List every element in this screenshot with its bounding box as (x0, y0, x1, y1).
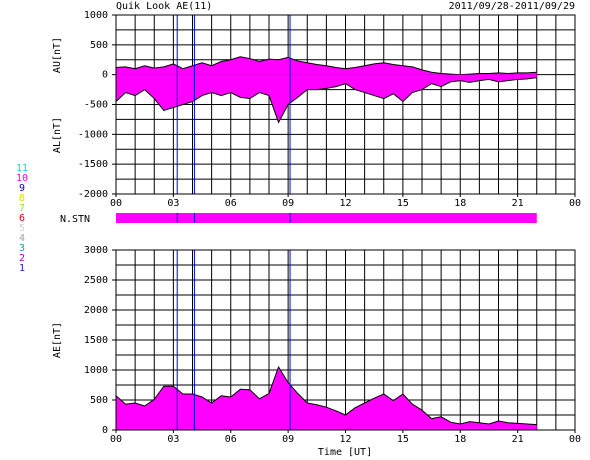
station-label: N.STN (60, 214, 90, 225)
station-number: 7 (19, 203, 25, 214)
x-tick-label: 21 (512, 434, 524, 445)
y-tick-label: -2000 (78, 189, 108, 200)
y-tick-label: 2500 (84, 275, 108, 286)
x-tick-label: 00 (110, 434, 122, 445)
station-number: 8 (19, 193, 25, 204)
y-tick-label: -1500 (78, 159, 108, 170)
x-tick-label: 03 (167, 434, 179, 445)
area-outline (115, 365, 537, 426)
y-tick-label: 500 (90, 40, 108, 51)
x-tick-label: 09 (282, 198, 294, 209)
y-tick-label: 0 (102, 425, 108, 436)
plot-frame (115, 14, 576, 195)
y-tick-label: 500 (90, 395, 108, 406)
y-tick-label: 2000 (84, 305, 108, 316)
y-tick-label: 1000 (84, 365, 108, 376)
x-tick-label: 18 (454, 198, 466, 209)
station-number: 3 (19, 243, 25, 254)
area-outline (115, 77, 537, 124)
y-tick-label: 1500 (84, 335, 108, 346)
station-number: 1 (19, 263, 25, 274)
station-number: 4 (19, 233, 25, 244)
y-tick-label: 1000 (84, 10, 108, 21)
date-range: 2011/09/28-2011/09/29 (449, 1, 575, 12)
x-tick-label: 12 (339, 198, 351, 209)
x-axis-label: Time [UT] (318, 447, 372, 458)
area-fill (116, 367, 537, 430)
x-tick-label: 00 (569, 198, 581, 209)
x-tick-label: 21 (512, 198, 524, 209)
station-number: 10 (16, 173, 28, 184)
y-tick-label: -500 (84, 100, 108, 111)
y-axis-label: AU[nT] (52, 37, 63, 73)
chart-title: Quik Look AE(11) (116, 1, 212, 12)
x-tick-label: 06 (225, 434, 237, 445)
station-number: 5 (19, 223, 25, 234)
area-fill (116, 74, 537, 123)
y-axis-label: AE[nT] (52, 322, 63, 358)
station-number: 6 (19, 213, 25, 224)
y-tick-label: -1000 (78, 129, 108, 140)
x-tick-label: 00 (110, 198, 122, 209)
x-tick-label: 15 (397, 198, 409, 209)
plot-frame (115, 249, 576, 431)
x-tick-label: 15 (397, 434, 409, 445)
y-tick-label: 0 (102, 70, 108, 81)
station-number: 11 (16, 163, 28, 174)
area-outline (115, 56, 537, 76)
y-axis-label: AL[nT] (52, 117, 63, 153)
x-tick-label: 06 (225, 198, 237, 209)
x-tick-label: 18 (454, 434, 466, 445)
x-tick-label: 00 (569, 434, 581, 445)
y-tick-label: 3000 (84, 245, 108, 256)
x-tick-label: 09 (282, 434, 294, 445)
x-tick-label: 12 (339, 434, 351, 445)
station-number: 2 (19, 253, 25, 264)
x-tick-label: 03 (167, 198, 179, 209)
station-bar (116, 213, 537, 223)
station-number: 9 (19, 183, 25, 194)
